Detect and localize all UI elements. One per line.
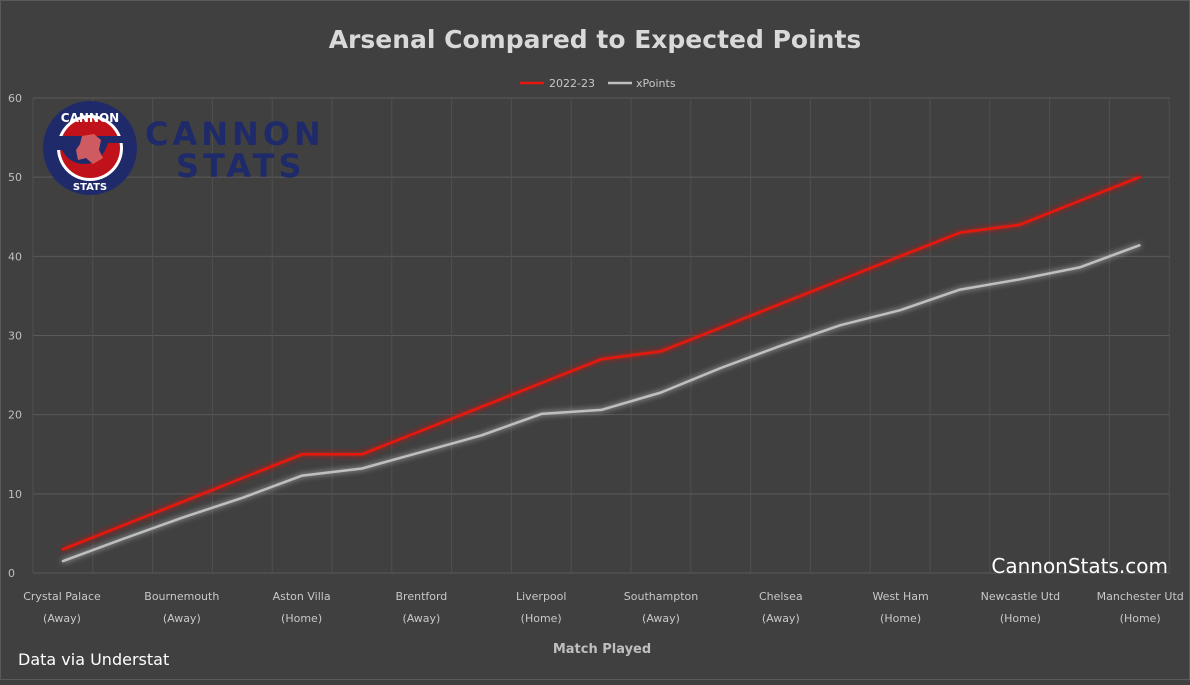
data-point-2022-23 <box>1138 176 1141 179</box>
data-point-xpoints <box>420 450 423 453</box>
x-axis-tick-labels: Crystal Palace (Away) Bournemouth (Away) Ast… <box>23 590 1184 625</box>
data-point-xpoints <box>540 412 543 415</box>
data-point-xpoints <box>241 496 244 499</box>
data-point-xpoints <box>62 560 65 563</box>
x-tick-label-venue: (Home) <box>1120 612 1161 625</box>
data-point-2022-23 <box>839 279 842 282</box>
gridlines <box>32 97 1170 574</box>
data-point-2022-23 <box>301 453 304 456</box>
data-point-2022-23 <box>959 231 962 234</box>
x-axis-label: Match Played <box>553 642 651 657</box>
cannon-stats-logo: CANNON STATS CANNON STATS <box>43 101 325 195</box>
x-tick-label-match: Chelsea <box>759 590 803 603</box>
data-point-2022-23 <box>660 350 663 353</box>
y-tick-label: 20 <box>8 409 22 422</box>
x-tick-label-venue: (Away) <box>402 612 440 625</box>
data-point-xpoints <box>959 288 962 291</box>
y-tick-label: 50 <box>8 171 22 184</box>
data-point-2022-23 <box>1078 199 1081 202</box>
data-point-2022-23 <box>1018 223 1021 226</box>
series-line-2022-23 <box>61 175 1141 551</box>
legend-label-2022-23: 2022-23 <box>549 77 595 90</box>
data-point-2022-23 <box>121 524 124 527</box>
y-tick-label: 30 <box>8 330 22 343</box>
x-tick-label-match: Liverpool <box>516 590 566 603</box>
data-point-xpoints <box>121 537 124 540</box>
data-point-2022-23 <box>600 358 603 361</box>
data-point-xpoints <box>719 366 722 369</box>
x-tick-label-venue: (Home) <box>521 612 562 625</box>
x-tick-label-venue: (Home) <box>281 612 322 625</box>
data-point-2022-23 <box>540 382 543 385</box>
x-tick-label-venue: (Away) <box>163 612 201 625</box>
x-tick-label-match: Crystal Palace <box>23 590 101 603</box>
website-label: CannonStats.com <box>991 554 1168 578</box>
data-point-xpoints <box>899 309 902 312</box>
y-tick-label: 10 <box>8 488 22 501</box>
data-point-2022-23 <box>420 429 423 432</box>
source-note: Data via Understat <box>18 650 169 669</box>
data-point-2022-23 <box>899 255 902 258</box>
chart-title: Arsenal Compared to Expected Points <box>329 25 862 54</box>
data-point-2022-23 <box>181 500 184 503</box>
data-point-xpoints <box>1138 244 1141 247</box>
series-line-xpoints <box>61 244 1141 563</box>
data-point-2022-23 <box>62 548 65 551</box>
data-point-xpoints <box>839 324 842 327</box>
data-point-2022-23 <box>779 302 782 305</box>
data-point-xpoints <box>600 408 603 411</box>
data-point-xpoints <box>1018 278 1021 281</box>
logo-wordmark-line2: STATS <box>176 147 306 185</box>
x-tick-label-match: Brentford <box>396 590 448 603</box>
x-tick-label-match: Bournemouth <box>144 590 219 603</box>
y-tick-label: 40 <box>8 250 22 263</box>
data-point-2022-23 <box>719 326 722 329</box>
x-tick-label-match: Southampton <box>624 590 698 603</box>
data-point-xpoints <box>1078 266 1081 269</box>
legend-label-xpoints: xPoints <box>636 77 676 90</box>
x-tick-label-venue: (Away) <box>762 612 800 625</box>
x-tick-label-venue: (Away) <box>43 612 81 625</box>
logo-ring-top-text: CANNON <box>61 111 119 125</box>
data-point-xpoints <box>181 516 184 519</box>
data-point-2022-23 <box>480 405 483 408</box>
data-point-xpoints <box>301 474 304 477</box>
data-point-xpoints <box>660 391 663 394</box>
x-tick-label-match: Manchester Utd <box>1097 590 1184 603</box>
x-tick-label-venue: (Away) <box>642 612 680 625</box>
y-axis-tick-labels: 0 10 20 30 40 50 60 <box>8 92 22 580</box>
data-point-xpoints <box>480 434 483 437</box>
y-tick-label: 60 <box>8 92 22 105</box>
x-tick-label-match: Newcastle Utd <box>981 590 1061 603</box>
y-tick-label: 0 <box>8 567 15 580</box>
data-point-2022-23 <box>361 453 364 456</box>
x-tick-label-match: Aston Villa <box>273 590 331 603</box>
data-point-xpoints <box>779 344 782 347</box>
data-point-xpoints <box>361 467 364 470</box>
logo-ring-bottom-text: STATS <box>73 182 107 193</box>
legend[interactable]: 2022-23 xPoints <box>520 77 676 90</box>
x-tick-label-venue: (Home) <box>880 612 921 625</box>
x-tick-label-venue: (Home) <box>1000 612 1041 625</box>
data-point-2022-23 <box>241 477 244 480</box>
series-lines <box>61 175 1141 563</box>
logo-wordmark-line1: CANNON <box>145 115 325 153</box>
map-silhouette-icon <box>76 134 103 164</box>
x-tick-label-match: West Ham <box>872 590 928 603</box>
